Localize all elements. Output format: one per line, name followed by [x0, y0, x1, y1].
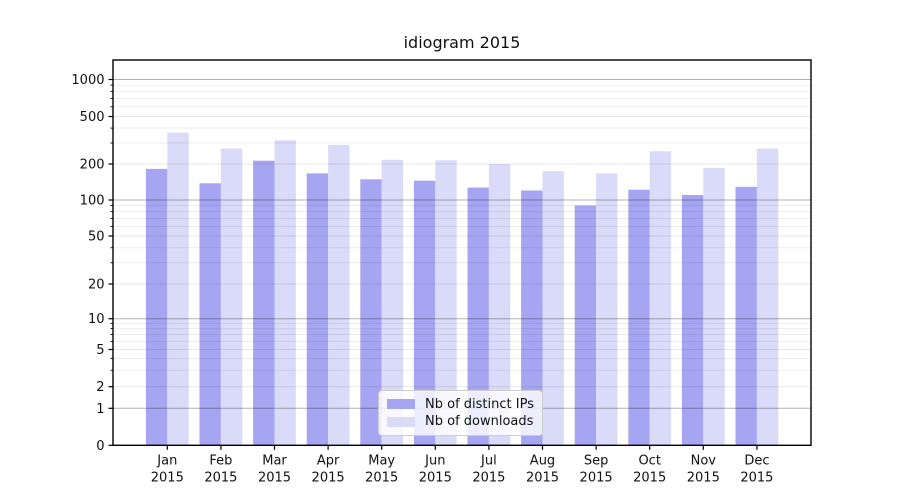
y-tick-label: 5	[96, 343, 104, 358]
x-tick-label-month: Aug	[530, 454, 555, 469]
bar-distinct-ips-may	[360, 179, 382, 446]
bar-distinct-ips-jul	[467, 187, 489, 446]
x-tick-label-month: Jun	[424, 454, 445, 469]
bar-downloads-apr	[328, 144, 350, 446]
x-tick-label-year: 2015	[740, 471, 773, 486]
bar-downloads-dec	[756, 148, 779, 446]
x-tick-label-year: 2015	[151, 471, 184, 486]
bar-downloads-feb	[220, 148, 243, 446]
x-tick-label-year: 2015	[526, 471, 559, 486]
x-tick-label-year: 2015	[687, 471, 720, 486]
x-tick-label-year: 2015	[472, 471, 505, 486]
axes-frame	[112, 59, 812, 446]
x-tick-label-month: Sep	[584, 454, 609, 469]
legend-label-distinct-ips: Nb of distinct IPs	[425, 396, 534, 412]
bar-distinct-ips-dec	[735, 186, 757, 446]
y-tick-label: 200	[80, 158, 105, 173]
x-tick-label-month: Nov	[691, 454, 717, 469]
y-tick-label: 500	[80, 110, 105, 125]
x-tick-label-year: 2015	[419, 471, 452, 486]
x-tick-label-year: 2015	[204, 471, 237, 486]
legend-item-distinct-ips: Nb of distinct IPs	[387, 397, 534, 412]
y-tick-label: 10	[88, 312, 105, 327]
x-tick-label-month: May	[368, 454, 395, 469]
y-tick-label: 1	[96, 402, 104, 417]
bar-downloads-sep	[596, 173, 618, 446]
y-tick-label: 1000	[71, 73, 104, 88]
bar-distinct-ips-sep	[574, 205, 597, 446]
bar-downloads-nov	[703, 168, 725, 446]
y-tick-label: 0	[96, 439, 104, 454]
bar-distinct-ips-nov	[681, 195, 704, 446]
x-tick-label-month: Jul	[480, 454, 497, 469]
bar-downloads-mar	[274, 140, 296, 446]
bar-distinct-ips-apr	[306, 173, 329, 446]
bar-downloads-aug	[542, 171, 564, 446]
x-tick-label-month: Feb	[209, 454, 232, 469]
x-tick-label-month: Mar	[262, 454, 287, 469]
x-tick-label-month: Oct	[638, 454, 660, 469]
x-tick-label-year: 2015	[312, 471, 345, 486]
chart-title: idiogram 2015	[403, 33, 521, 52]
bar-distinct-ips-oct	[628, 189, 650, 446]
y-tick-label: 2	[96, 380, 104, 395]
x-tick-label-year: 2015	[580, 471, 613, 486]
bar-distinct-ips-mar	[253, 160, 275, 446]
bar-distinct-ips-aug	[521, 190, 543, 446]
legend: Nb of distinct IPs Nb of downloads	[378, 390, 543, 436]
y-tick-label: 100	[80, 194, 105, 209]
bar-downloads-may	[381, 159, 404, 446]
bar-downloads-jul	[488, 164, 511, 446]
x-tick-label-year: 2015	[633, 471, 666, 486]
bar-distinct-ips-jan	[145, 168, 168, 446]
bar-downloads-jan	[167, 132, 189, 446]
bar-downloads-oct	[649, 151, 672, 446]
legend-item-downloads: Nb of downloads	[387, 414, 534, 429]
bar-distinct-ips-feb	[199, 183, 221, 446]
bar-downloads-jun	[435, 160, 457, 446]
y-tick-label: 50	[88, 230, 105, 245]
legend-label-downloads: Nb of downloads	[425, 414, 534, 430]
x-tick-label-month: Apr	[317, 454, 340, 469]
bar-distinct-ips-jun	[413, 180, 436, 446]
y-tick-label: 20	[88, 278, 105, 293]
legend-swatch-distinct-ips	[387, 399, 415, 410]
x-tick-label-year: 2015	[258, 471, 291, 486]
x-tick-label-month: Dec	[744, 454, 769, 469]
x-tick-label-month: Jan	[156, 454, 177, 469]
x-tick-label-year: 2015	[365, 471, 398, 486]
legend-swatch-downloads	[387, 416, 415, 427]
